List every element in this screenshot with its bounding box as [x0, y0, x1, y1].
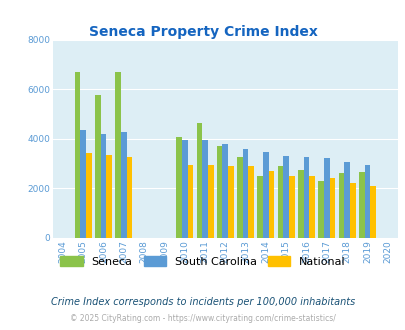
Bar	[228, 166, 233, 238]
Bar	[242, 148, 248, 238]
Bar	[318, 181, 323, 238]
Bar	[222, 144, 228, 238]
Bar	[181, 140, 187, 238]
Bar	[309, 176, 314, 238]
Bar	[364, 165, 369, 238]
Bar	[323, 158, 329, 238]
Bar	[268, 171, 274, 238]
Bar	[86, 153, 92, 238]
Bar	[80, 130, 86, 238]
Bar	[75, 72, 80, 238]
Bar	[100, 134, 106, 238]
Text: Crime Index corresponds to incidents per 100,000 inhabitants: Crime Index corresponds to incidents per…	[51, 297, 354, 307]
Bar	[126, 157, 132, 238]
Bar	[115, 72, 121, 238]
Bar	[369, 185, 375, 238]
Bar	[196, 122, 202, 238]
Bar	[237, 157, 242, 238]
Bar	[187, 165, 193, 238]
Bar	[106, 155, 112, 238]
Bar	[216, 146, 222, 238]
Bar	[257, 176, 262, 238]
Bar	[283, 156, 288, 238]
Bar	[277, 166, 283, 238]
Bar	[358, 172, 364, 238]
Bar	[297, 170, 303, 238]
Bar	[248, 166, 254, 238]
Bar	[349, 183, 355, 238]
Text: © 2025 CityRating.com - https://www.cityrating.com/crime-statistics/: © 2025 CityRating.com - https://www.city…	[70, 314, 335, 323]
Bar	[121, 132, 126, 238]
Legend: Seneca, South Carolina, National: Seneca, South Carolina, National	[60, 256, 345, 267]
Bar	[303, 157, 309, 238]
Bar	[202, 140, 207, 238]
Bar	[95, 95, 100, 238]
Bar	[343, 162, 349, 238]
Bar	[262, 152, 268, 238]
Text: Seneca Property Crime Index: Seneca Property Crime Index	[88, 25, 317, 39]
Bar	[338, 173, 343, 238]
Bar	[329, 178, 335, 238]
Bar	[288, 176, 294, 238]
Bar	[207, 165, 213, 238]
Bar	[176, 137, 181, 238]
